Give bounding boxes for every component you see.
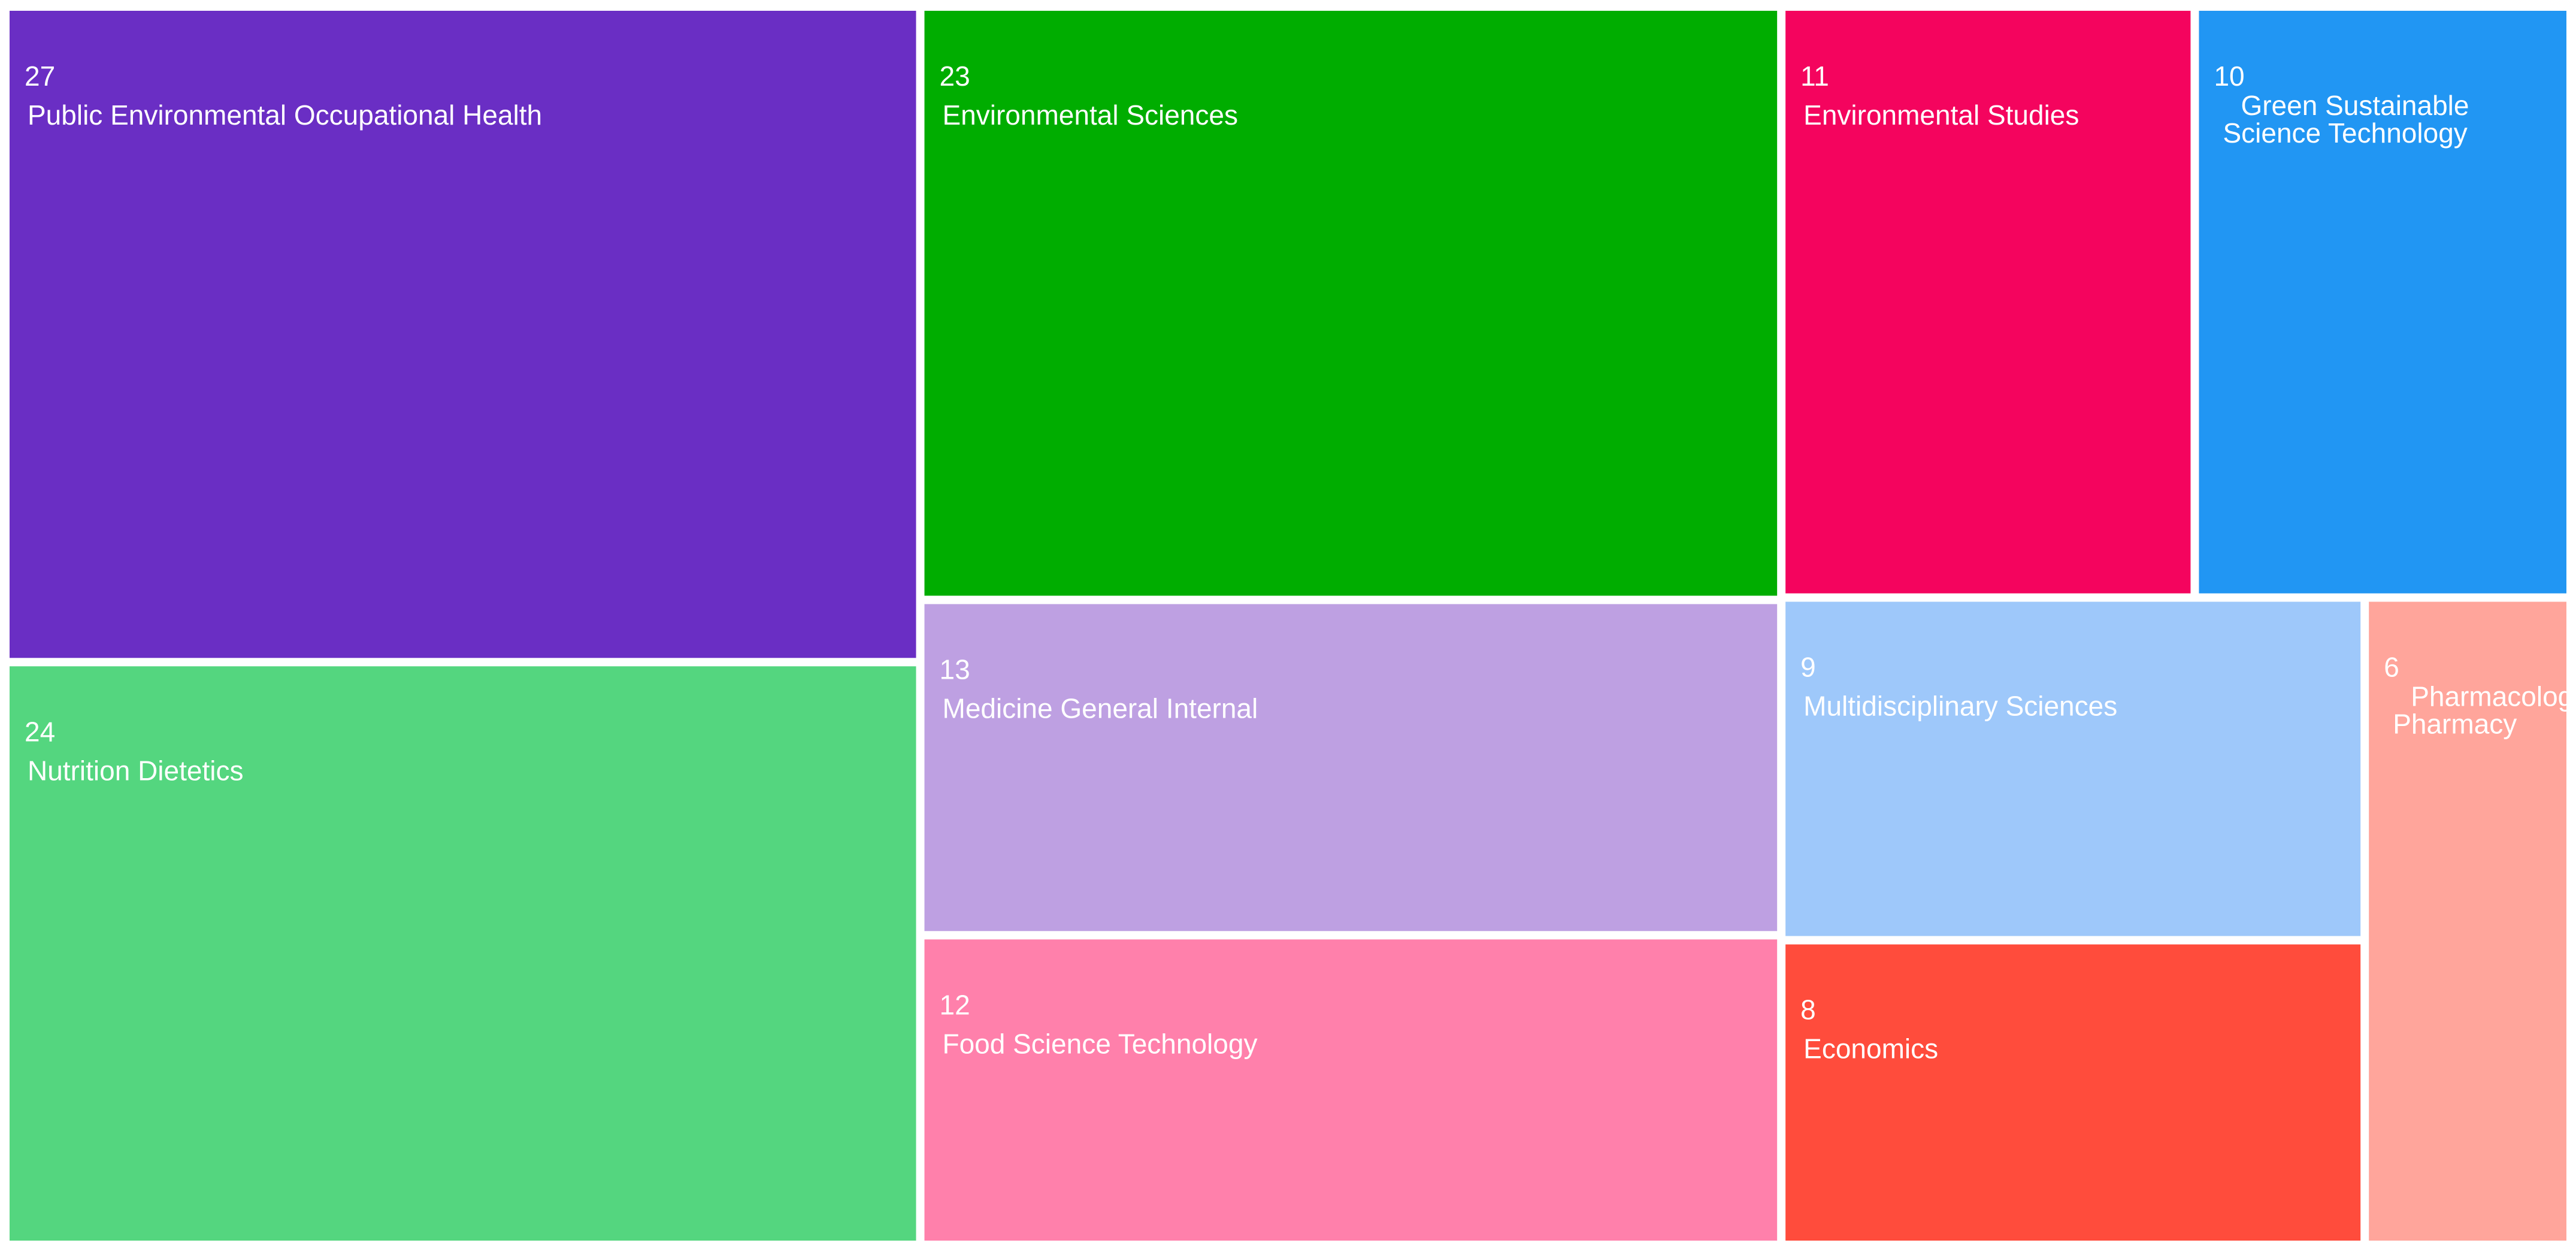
tile-label: Multidisciplinary Sciences bbox=[1803, 691, 2117, 722]
value-label: 10 bbox=[2214, 61, 2244, 92]
value-label: 12 bbox=[940, 989, 970, 1020]
tile-label: Nutrition Dietetics bbox=[28, 755, 243, 786]
tile bbox=[924, 604, 1778, 932]
tile-labels: 9 Multidisciplinary Sciences bbox=[1800, 652, 2117, 722]
value-label: 23 bbox=[940, 61, 970, 92]
tile bbox=[10, 666, 916, 1241]
tile-label: Public Environmental Occupational Health bbox=[28, 99, 542, 131]
tile-labels: 11 Environmental Studies bbox=[1800, 61, 2079, 131]
value-label: 9 bbox=[1800, 652, 1816, 683]
value-label: 13 bbox=[940, 654, 970, 685]
tile-label: Environmental Sciences bbox=[943, 99, 1238, 131]
tile-label: Green Sustainable Science Technology bbox=[2223, 90, 2469, 149]
value-label: 6 bbox=[2384, 652, 2399, 683]
tile-label: Environmental Studies bbox=[1803, 99, 2079, 131]
tile-labels: 8 Economics bbox=[1800, 994, 1938, 1064]
tile bbox=[924, 11, 1778, 596]
value-label: 24 bbox=[25, 716, 55, 747]
tile-labels: 27 Public Environmental Occupational Heal… bbox=[25, 61, 542, 131]
tile bbox=[1785, 601, 2361, 936]
tile-label: Economics bbox=[1803, 1033, 1938, 1064]
tile-labels: 12 Food Science Technology bbox=[940, 989, 1258, 1059]
tile bbox=[2199, 11, 2566, 594]
value-label: 8 bbox=[1800, 994, 1816, 1026]
tile bbox=[1785, 11, 2191, 594]
tile bbox=[2369, 601, 2566, 1241]
value-label: 27 bbox=[25, 61, 55, 92]
tile bbox=[10, 11, 916, 658]
tile bbox=[1785, 944, 2361, 1241]
tile-labels: 23 Environmental Sciences bbox=[940, 61, 1238, 131]
tile-label: Medicine General Internal bbox=[943, 692, 1258, 724]
tile-labels: 24 Nutrition Dietetics bbox=[25, 716, 243, 786]
tile-labels: 13 Medicine General Internal bbox=[940, 654, 1258, 724]
tile bbox=[924, 939, 1778, 1241]
tile-label: Food Science Technology bbox=[943, 1028, 1258, 1059]
tile-label: Pharmacology Pharmacy bbox=[2393, 681, 2576, 740]
value-label: 11 bbox=[1800, 61, 1829, 92]
